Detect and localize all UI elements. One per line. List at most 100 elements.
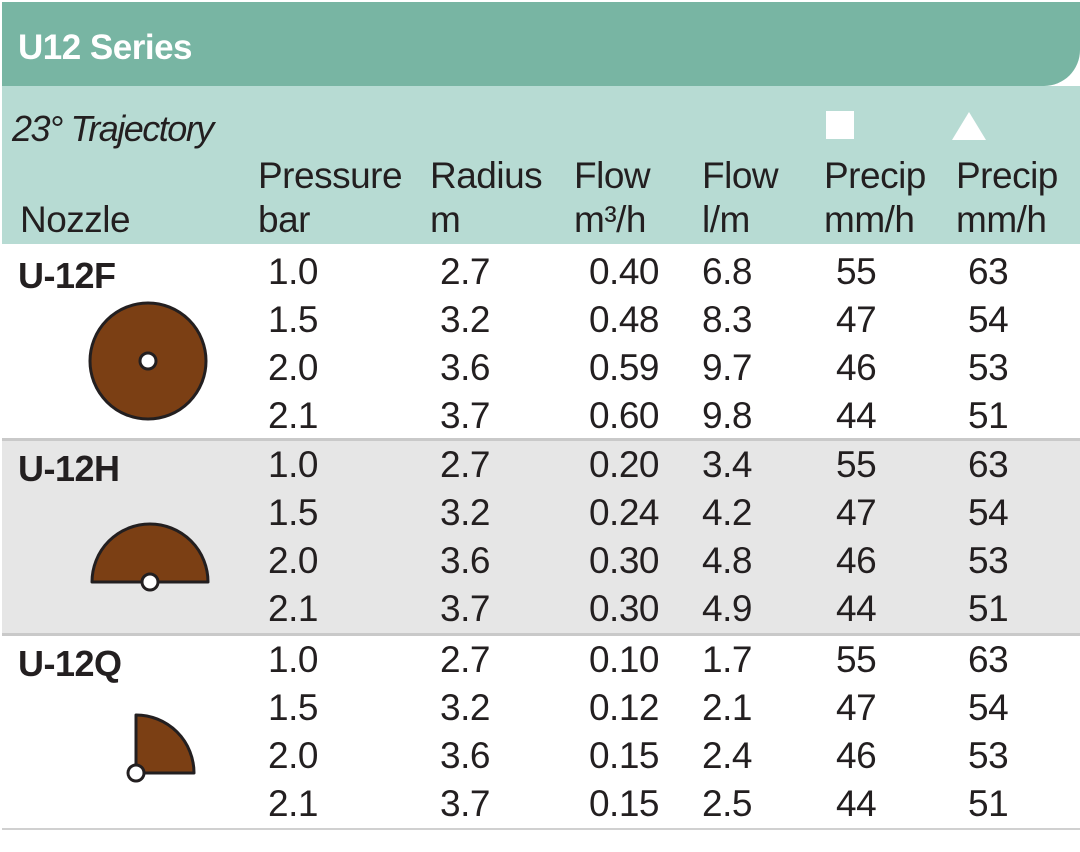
cell-precip-triangle: 51	[968, 783, 1009, 824]
cell-flow-m3h: 0.12	[588, 687, 660, 728]
cell-precip-square: 44	[836, 395, 877, 436]
cell-precip-square: 55	[836, 444, 877, 485]
cell-flow-lm: 2.1	[702, 687, 752, 728]
cell-precip-square: 44	[836, 783, 877, 824]
bottom-divider	[2, 828, 1080, 830]
nozzle-hub	[138, 351, 158, 371]
nozzle-group: U-12F 1.0 2.7 0.40 6.8 55 63 1.5 3.2 0.48 8.3 47 54 2…	[2, 245, 1080, 440]
cell-precip-square: 44	[836, 588, 877, 629]
cell-pressure: 2.0	[268, 735, 318, 776]
cell-flow-lm: 2.5	[702, 783, 752, 824]
cell-pressure: 1.5	[268, 687, 318, 728]
cell-flow-m3h: 0.30	[588, 588, 660, 629]
header-band	[2, 86, 1080, 244]
cell-radius: 3.6	[440, 735, 490, 776]
cell-radius: 3.7	[440, 395, 490, 436]
cell-flow-lm: 4.2	[702, 492, 752, 533]
header-nozzle: Nozzle	[20, 199, 131, 240]
header-flow-lm: Flow l/m	[702, 155, 779, 240]
nozzle-name: U-12H	[18, 448, 120, 489]
header-precip-square: Precip mm/h	[824, 155, 926, 240]
cell-precip-triangle: 53	[968, 347, 1009, 388]
cell-precip-triangle: 63	[968, 639, 1009, 680]
cell-radius: 2.7	[440, 639, 490, 680]
cell-precip-square: 47	[836, 299, 877, 340]
header-flow-m3h: Flow m³/h	[574, 155, 651, 240]
cell-flow-m3h: 0.15	[588, 783, 660, 824]
cell-flow-m3h: 0.20	[588, 444, 660, 485]
cell-precip-triangle: 63	[968, 251, 1009, 292]
group-divider	[2, 438, 1080, 441]
cell-precip-triangle: 53	[968, 540, 1009, 581]
title-bar: U12 Series	[2, 2, 1080, 86]
cell-flow-m3h: 0.30	[588, 540, 660, 581]
cell-flow-lm: 2.4	[702, 735, 752, 776]
half-circle-nozzle-icon	[90, 522, 210, 592]
cell-flow-m3h: 0.48	[588, 299, 660, 340]
nozzle-arc	[90, 522, 210, 584]
cell-radius: 2.7	[440, 444, 490, 485]
cell-pressure: 1.0	[268, 251, 318, 292]
cell-radius: 3.2	[440, 299, 490, 340]
cell-pressure: 2.0	[268, 540, 318, 581]
cell-radius: 3.6	[440, 347, 490, 388]
cell-flow-lm: 1.7	[702, 639, 752, 680]
nozzle-name: U-12F	[18, 255, 116, 296]
cell-pressure: 2.1	[268, 395, 318, 436]
cell-pressure: 1.5	[268, 492, 318, 533]
cell-flow-m3h: 0.15	[588, 735, 660, 776]
cell-flow-m3h: 0.24	[588, 492, 660, 533]
header-radius: Radius m	[430, 155, 543, 240]
trajectory-label: 23° Trajectory	[12, 108, 214, 149]
quarter-circle-nozzle-icon	[126, 713, 196, 783]
cell-radius: 3.2	[440, 492, 490, 533]
cell-flow-m3h: 0.40	[588, 251, 660, 292]
cell-precip-triangle: 53	[968, 735, 1009, 776]
cell-pressure: 1.0	[268, 639, 318, 680]
nozzle-name: U-12Q	[18, 643, 122, 684]
cell-radius: 2.7	[440, 251, 490, 292]
header-pressure: Pressure bar	[258, 155, 403, 240]
cell-precip-triangle: 54	[968, 687, 1009, 728]
cell-precip-square: 47	[836, 687, 877, 728]
cell-precip-triangle: 54	[968, 492, 1009, 533]
cell-pressure: 2.0	[268, 347, 318, 388]
triangle-icon	[952, 112, 986, 140]
full-circle-nozzle-icon	[88, 301, 208, 421]
cell-radius: 3.7	[440, 783, 490, 824]
cell-flow-m3h: 0.10	[588, 639, 660, 680]
header-precip-triangle: Precip mm/h	[956, 155, 1058, 240]
cell-flow-lm: 3.4	[702, 444, 752, 485]
cell-precip-square: 46	[836, 347, 877, 388]
cell-precip-triangle: 54	[968, 299, 1009, 340]
cell-radius: 3.6	[440, 540, 490, 581]
square-icon	[826, 111, 854, 139]
cell-pressure: 1.0	[268, 444, 318, 485]
cell-flow-lm: 9.8	[702, 395, 752, 436]
cell-radius: 3.7	[440, 588, 490, 629]
table-title: U12 Series	[18, 28, 193, 67]
nozzle-hub	[126, 763, 146, 783]
cell-flow-lm: 4.9	[702, 588, 752, 629]
cell-flow-lm: 4.8	[702, 540, 752, 581]
cell-flow-lm: 8.3	[702, 299, 752, 340]
cell-precip-square: 55	[836, 639, 877, 680]
nozzle-group: U-12Q 1.0 2.7 0.10 1.7 55 63 1.5 3.2 0.12 2.1 47 54 2…	[2, 633, 1080, 828]
cell-precip-triangle: 51	[968, 395, 1009, 436]
cell-flow-lm: 6.8	[702, 251, 752, 292]
cell-pressure: 2.1	[268, 588, 318, 629]
cell-precip-triangle: 51	[968, 588, 1009, 629]
cell-flow-m3h: 0.59	[588, 347, 660, 388]
group-divider	[2, 633, 1080, 636]
nozzle-group: U-12H 1.0 2.7 0.20 3.4 55 63 1.5 3.2 0.24 4.2 47 54 2…	[2, 438, 1080, 633]
cell-flow-m3h: 0.60	[588, 395, 660, 436]
nozzle-hub	[140, 572, 160, 592]
cell-pressure: 1.5	[268, 299, 318, 340]
cell-flow-lm: 9.7	[702, 347, 752, 388]
cell-precip-square: 47	[836, 492, 877, 533]
cell-precip-triangle: 63	[968, 444, 1009, 485]
cell-precip-square: 55	[836, 251, 877, 292]
cell-pressure: 2.1	[268, 783, 318, 824]
nozzle-arc	[134, 713, 196, 775]
